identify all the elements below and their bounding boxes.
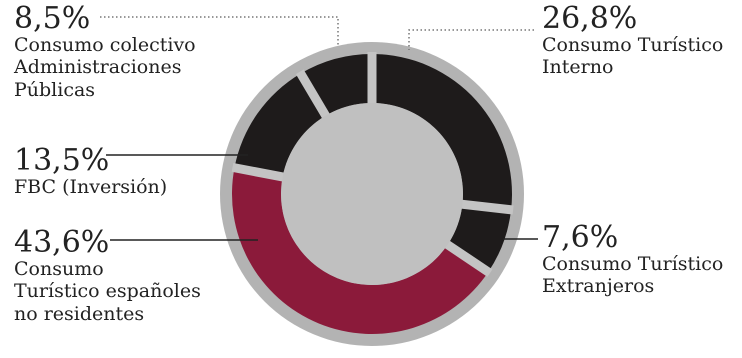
label-turistico-interno: 26,8% Consumo Turístico Interno [542,4,723,79]
name-label-turistico-interno: Consumo Turístico Interno [542,34,724,79]
donut-center [281,103,463,285]
label-espanoles-no-residentes: 43,6% Consumo Turístico españoles no res… [14,228,201,325]
name-label-espanoles-no-residentes: Consumo Turístico españoles no residente… [14,258,201,325]
value-label-turistico-interno: 26,8% [542,1,638,36]
value-label-consumo-colectivo: 8,5% [14,1,91,36]
slice-separator-1 [459,199,514,215]
value-label-fbc: 13,5% [14,143,110,178]
name-label-consumo-colectivo: Consumo colectivo Administraciones Públi… [14,34,196,101]
slice-separator-3 [231,162,286,182]
value-label-turistico-extranjeros: 7,6% [542,220,619,255]
slice-separator-2 [443,239,493,277]
slice-turistico-interno [372,54,513,210]
leader-line-consumo-colectivo [100,16,339,46]
name-label-turistico-extranjeros: Consumo Turístico Extranjeros [542,253,724,298]
value-label-espanoles-no-residentes: 43,6% [14,225,110,260]
slice-separator-4 [295,69,331,120]
slice-espanoles-no-residentes [231,167,489,334]
label-fbc: 13,5% FBC (Inversión) [14,143,168,199]
label-turistico-extranjeros: 7,6% Consumo Turístico Extranjeros [542,223,723,298]
leader-line-turistico-interno [408,29,534,50]
label-consumo-colectivo: 8,5% Consumo colectivo Administraciones … [14,4,196,101]
slice-fbc [234,73,326,177]
name-label-fbc: FBC (Inversión) [14,176,168,198]
